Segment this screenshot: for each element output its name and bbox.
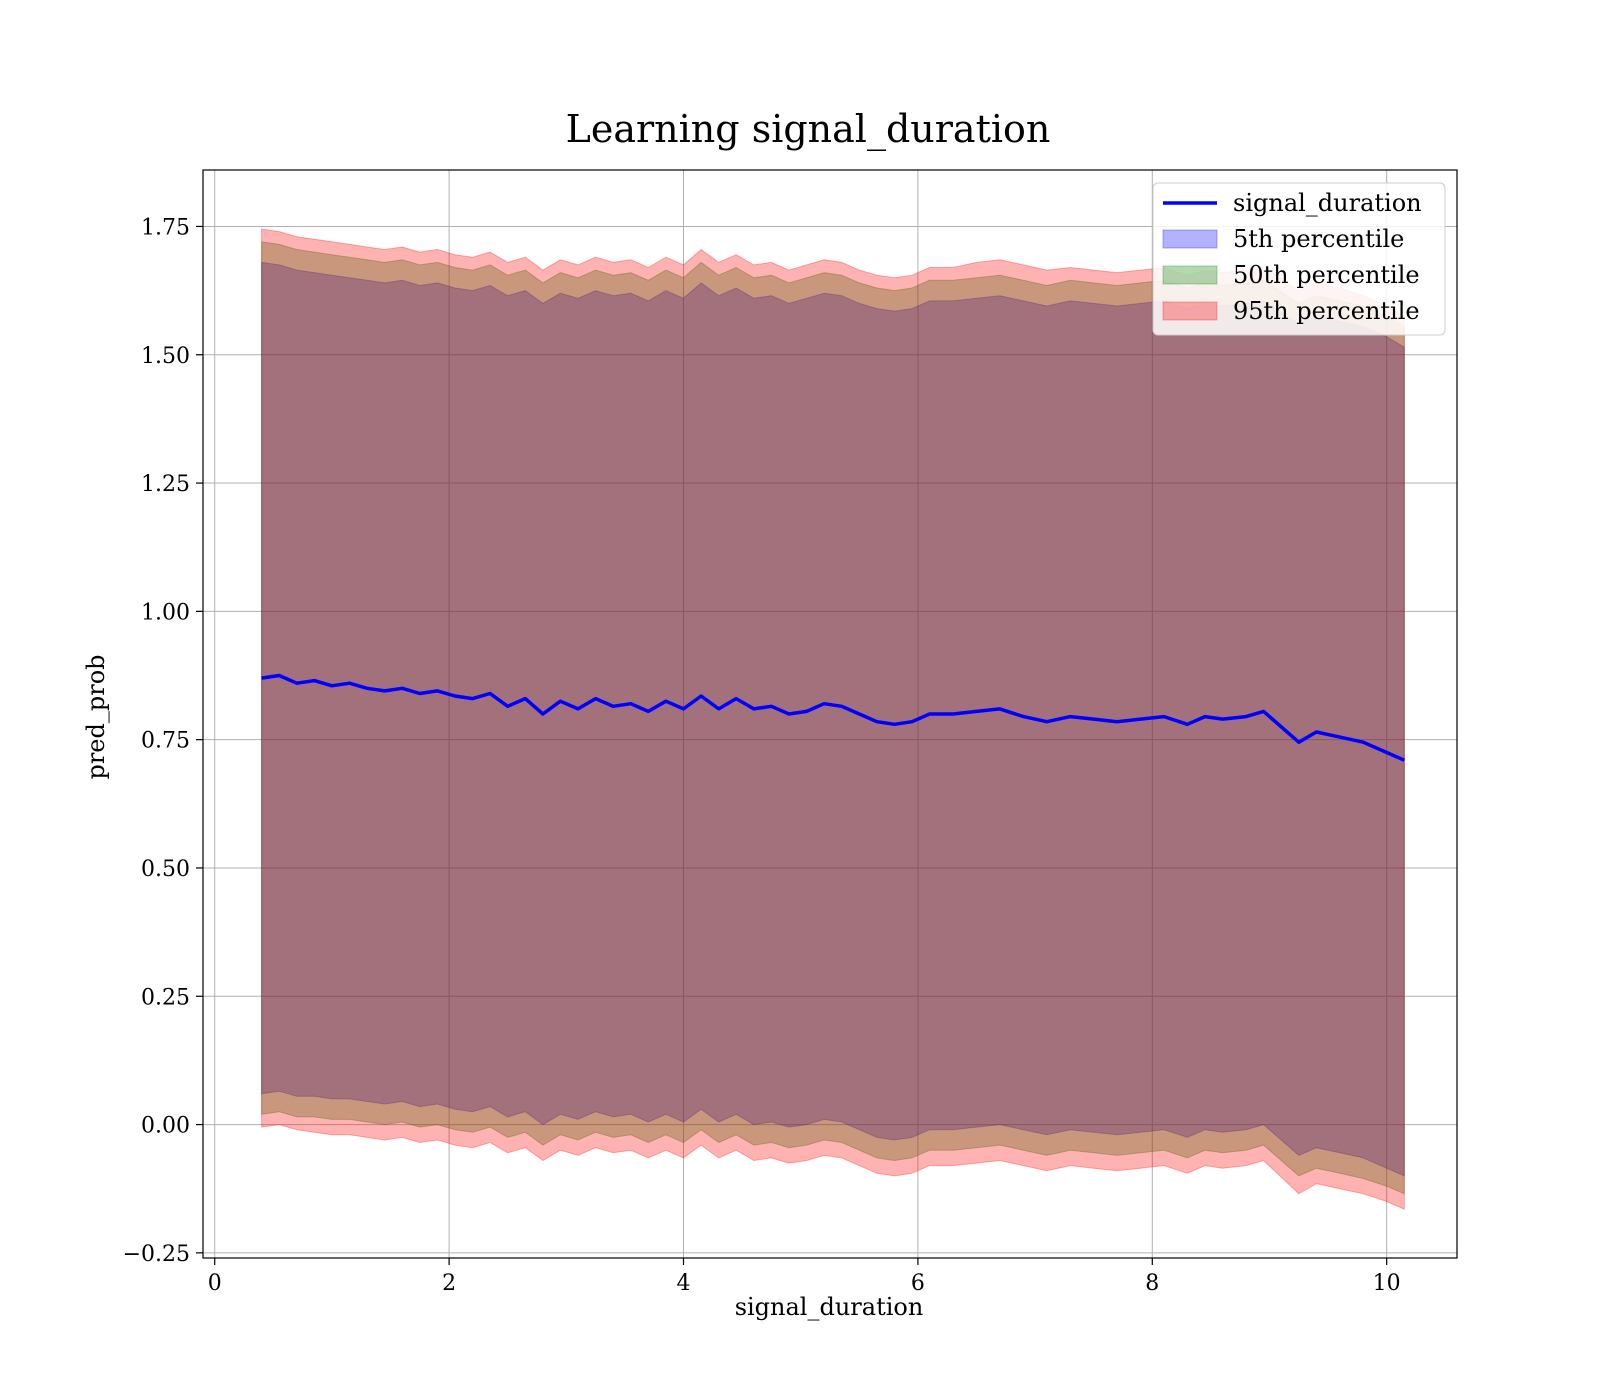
grid-layer (203, 170, 1457, 1258)
legend-patch-swatch (1162, 265, 1218, 285)
legend-patch-swatch (1162, 229, 1218, 249)
x-tick-label: 4 (677, 1271, 691, 1296)
legend-label: 50th percentile (1233, 261, 1420, 289)
x-tick-label: 8 (1145, 1271, 1159, 1296)
series-line-signal-duration (261, 673, 1406, 762)
chart-title: Learning signal_duration (566, 107, 1051, 152)
y-tick-label: 1.50 (141, 344, 190, 369)
band-layer (261, 228, 1405, 1210)
legend-label: 95th percentile (1233, 297, 1420, 325)
y-axis-label: pred_prob (82, 654, 110, 779)
y-tick-label: 0.25 (141, 985, 190, 1010)
y-tick-label: 1.25 (141, 472, 190, 497)
line-layer (261, 673, 1406, 762)
x-tick-label: 10 (1373, 1271, 1401, 1296)
y-tick-label: 0.75 (141, 729, 190, 754)
band-95th-percentile (261, 228, 1405, 1210)
legend-patch-swatch (1162, 301, 1218, 321)
tick-layer: 0 2 4 6 8 10 −0.25 0.00 0.25 0.50 0.75 1.00 1.25 1.50… (123, 215, 1401, 1296)
y-tick-label: −0.25 (123, 1242, 190, 1267)
legend-box (1152, 182, 1446, 336)
band-50th-percentile (261, 241, 1405, 1195)
y-tick-label: 1.75 (141, 215, 190, 240)
band-5th-percentile (261, 261, 1405, 1177)
x-tick-label: 2 (442, 1271, 456, 1296)
x-tick-label: 0 (208, 1271, 222, 1296)
x-axis-label: signal_duration (735, 1293, 924, 1321)
legend: signal_duration 5th percentile 50th percen… (1152, 182, 1446, 336)
legend-label: signal_duration (1233, 189, 1422, 217)
y-tick-label: 1.00 (141, 600, 190, 625)
y-tick-label: 0.50 (141, 857, 190, 882)
plot-frame (202, 169, 1458, 1259)
y-tick-label: 0.00 (141, 1114, 190, 1139)
x-tick-label: 6 (911, 1271, 925, 1296)
legend-label: 5th percentile (1233, 225, 1404, 253)
